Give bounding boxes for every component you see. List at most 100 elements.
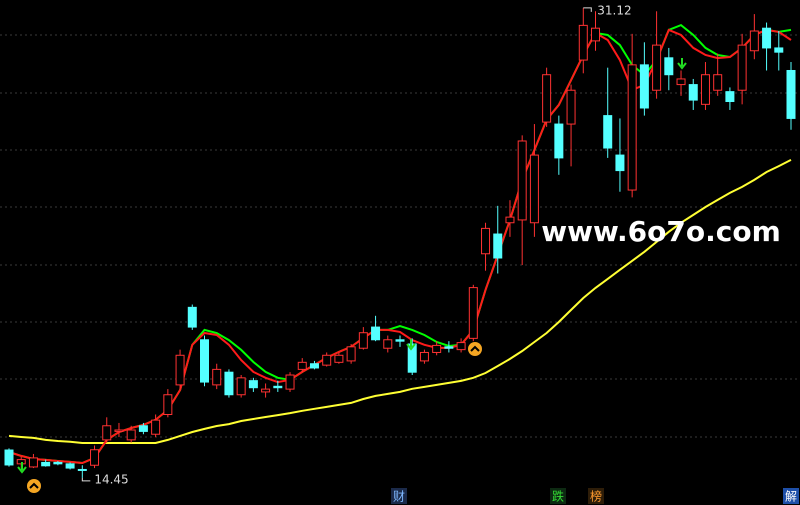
marker-box [783, 488, 799, 504]
candle-body [212, 368, 222, 386]
candle-body [248, 380, 258, 389]
candle-body [151, 419, 161, 435]
candle-body [700, 74, 710, 105]
candle [725, 87, 735, 110]
candle-body [41, 461, 51, 467]
candle-body [786, 69, 796, 119]
candle-body [322, 354, 332, 366]
candle [468, 284, 478, 342]
annotation-leader [583, 7, 592, 12]
candle [517, 135, 527, 266]
candle-body [676, 78, 686, 86]
candle [261, 383, 271, 398]
candle [77, 465, 87, 478]
candle [346, 343, 356, 364]
candle-body [138, 425, 148, 432]
candle-body [517, 140, 527, 221]
sell-arrow [677, 58, 687, 70]
candle [395, 335, 405, 347]
candle-body [273, 385, 283, 389]
candle-body [493, 233, 503, 259]
candle-body [456, 342, 466, 351]
marker-box [391, 488, 407, 504]
candle [542, 67, 552, 127]
candle [90, 445, 100, 469]
candle [4, 448, 14, 467]
bottom-bar: 财跌榜解 [391, 488, 799, 504]
high-label: 31.12 [597, 3, 631, 17]
candle-body [542, 74, 552, 123]
candle [102, 417, 112, 443]
candle-body [200, 339, 209, 383]
grid [0, 34, 800, 438]
candle-body [309, 363, 319, 369]
plot: 31.12 14.45 [4, 3, 796, 486]
candle [224, 369, 234, 398]
watermark: www.6o7o.com [541, 215, 781, 248]
ma-line [8, 159, 792, 444]
candle [41, 459, 51, 467]
candle [309, 360, 319, 370]
candle [591, 11, 600, 51]
buy-icon [29, 482, 39, 489]
candle-body [737, 44, 747, 91]
candle [371, 315, 381, 342]
low-label: 14.45 [94, 472, 128, 486]
candle-body [688, 84, 698, 101]
candle-body [77, 468, 87, 471]
candle-body [591, 27, 600, 42]
candle [28, 453, 38, 469]
candle-body [224, 371, 234, 396]
candle-body [774, 47, 784, 53]
candle-body [358, 332, 368, 349]
candle [212, 363, 222, 390]
candle-body [236, 377, 246, 396]
marker-label: 跌 [552, 489, 564, 504]
candle [322, 352, 332, 367]
candle [383, 335, 393, 353]
candle-body [468, 287, 478, 339]
candle-body [28, 457, 38, 468]
marker-label: 解 [785, 490, 797, 504]
candle [493, 205, 503, 274]
annotation-leader [81, 477, 91, 482]
candle-body [615, 154, 625, 172]
candle [664, 47, 674, 91]
candle-body [566, 89, 576, 125]
candle [627, 33, 637, 198]
candle [297, 358, 307, 373]
candle-body [725, 91, 735, 103]
candle [554, 115, 564, 175]
candle-body [383, 339, 393, 349]
candle-body [395, 339, 405, 342]
candle-body [285, 374, 295, 390]
candle [407, 338, 417, 376]
candle [151, 414, 161, 438]
candle-body [126, 429, 136, 441]
candle-body [603, 115, 613, 149]
candle-body [102, 425, 112, 441]
candle-body [65, 463, 75, 469]
candle [163, 389, 173, 418]
candle [456, 338, 466, 353]
candle-body [297, 361, 307, 370]
candle [481, 222, 491, 271]
candle-body [713, 74, 723, 91]
candle-body [627, 64, 637, 191]
candle [138, 422, 148, 435]
candle-body [175, 354, 185, 386]
candle [713, 53, 723, 96]
candle [273, 380, 283, 392]
candle [639, 42, 649, 116]
candle-body [554, 123, 564, 159]
sell-arrow [17, 462, 27, 474]
candle [248, 377, 258, 392]
candle-body [90, 449, 100, 466]
candle-body [444, 346, 454, 349]
candle-body [529, 154, 539, 224]
candle [126, 425, 136, 443]
marker-box [588, 488, 604, 504]
signals [17, 58, 687, 493]
